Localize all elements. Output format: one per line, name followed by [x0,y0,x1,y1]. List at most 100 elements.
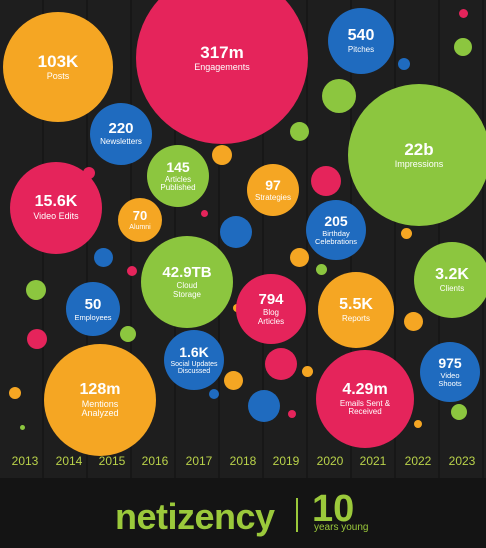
stat-label: Social Updates Discussed [170,360,218,375]
decorative-dot [209,389,219,399]
stat-label: Birthday Celebrations [314,229,358,246]
stat-value: 205 [324,213,348,230]
stat-label: Pitches [347,44,375,54]
stat-label: Reports [341,313,370,323]
stat-bubble-strategies: 97 Strategies [247,164,299,216]
stat-bubble-articles-published: 145 Articles Published [147,145,209,207]
year-label: 2023 [448,454,476,468]
stat-label: Posts [46,70,70,81]
stat-bubble-video-edits: 15.6K Video Edits [10,162,102,254]
decorative-dot [404,312,423,331]
stat-value: 50 [84,295,102,313]
brand-logo: netizency [115,496,275,537]
decorative-dot [290,248,309,267]
stat-bubble-impressions: 22b Impressions [348,84,486,226]
decorative-dot [201,210,208,217]
decorative-dot [20,425,25,430]
stat-value: 128m [79,380,121,398]
stat-bubble-alumni: 70 Alumni [118,198,162,242]
stat-value: 540 [347,26,375,44]
footer: netizency 10 years young [0,478,486,548]
year-label: 2021 [359,454,387,468]
stat-label: Alumni [129,223,151,231]
stat-label: Cloud Storage [172,281,202,299]
stat-bubble-video-shoots: 975 Video Shoots [420,342,480,402]
decorative-dot [248,390,280,422]
stat-value: 3.2K [435,265,469,283]
stat-bubble-emails: 4.29m Emails Sent & Received [316,350,414,448]
stat-bubble-engagements: 317m Engagements [136,0,308,144]
year-label: 2018 [229,454,257,468]
decorative-dot [220,216,252,248]
stat-value: 70 [132,207,148,223]
decorative-dot [401,228,412,239]
decorative-dot [290,122,309,141]
stat-value: 42.9TB [162,264,212,282]
stat-label: Mentions Analyzed [81,398,119,418]
stat-label: Video Edits [33,211,79,222]
decorative-dot [288,410,296,418]
year-label: 2017 [185,454,213,468]
stat-bubble-newsletters: 220 Newsletters [90,103,152,165]
decorative-dot [398,58,410,70]
stat-bubble-reports: 5.5K Reports [318,272,394,348]
stat-value: 317m [200,42,244,62]
decorative-dot [265,348,297,380]
stat-label: Video Shoots [438,371,462,388]
stat-value: 4.29m [342,380,388,398]
stat-value: 975 [438,355,462,372]
decorative-dot [26,280,46,300]
stat-value: 145 [166,158,190,175]
stat-label: Clients [439,283,465,293]
decorative-dot [212,145,232,165]
stat-label: Blog Articles [257,308,285,326]
decorative-dot [94,248,113,267]
stat-value: 97 [265,176,281,193]
stat-value: 220 [108,120,134,138]
stat-label: Emails Sent & Received [339,398,391,416]
anniversary-number: 10 [312,488,355,530]
divider [296,498,298,532]
decorative-dot [27,329,47,349]
anniversary-tagline: years young [314,522,369,533]
year-label: 2014 [55,454,83,468]
decorative-dot [302,366,313,377]
year-label: 2015 [98,454,126,468]
stat-value: 5.5K [339,295,373,313]
stat-bubble-blog-articles: 794 Blog Articles [236,274,306,344]
stat-bubble-social-updates: 1.6K Social Updates Discussed [164,330,224,390]
decorative-dot [127,266,137,276]
stat-label: Employees [74,312,112,322]
stat-bubble-mentions-analyzed: 128m Mentions Analyzed [44,344,156,456]
decorative-dot [316,264,327,275]
stat-value: 794 [258,291,284,309]
decorative-dot [454,38,472,56]
stat-bubble-employees: 50 Employees [66,282,120,336]
stat-bubble-cloud-storage: 42.9TB Cloud Storage [141,236,233,328]
stat-value: 22b [404,139,434,159]
year-label: 2016 [141,454,169,468]
stat-label: Impressions [394,158,444,169]
decorative-dot [414,420,422,428]
year-label: 2022 [404,454,432,468]
stat-bubble-birthday-celebrations: 205 Birthday Celebrations [306,200,366,260]
decorative-dot [451,404,467,420]
stat-label: Engagements [194,61,250,72]
stat-value: 103K [37,51,79,71]
decorative-dot [120,326,136,342]
stat-value: 1.6K [179,343,209,360]
stat-label: Articles Published [160,174,196,192]
stat-label: Strategies [254,192,292,202]
year-label: 2020 [316,454,344,468]
year-axis: 2013 2014 2015 2016 2017 2018 2019 2020 … [0,454,486,472]
year-label: 2013 [11,454,39,468]
decorative-dot [224,371,243,390]
decorative-dot [459,9,468,18]
stat-bubble-posts: 103K Posts [3,12,113,122]
decorative-dot [311,166,341,196]
stat-label: Newsletters [100,137,142,147]
stat-bubble-pitches: 540 Pitches [328,8,394,74]
decorative-dot [9,387,21,399]
stat-bubble-clients: 3.2K Clients [414,242,486,318]
